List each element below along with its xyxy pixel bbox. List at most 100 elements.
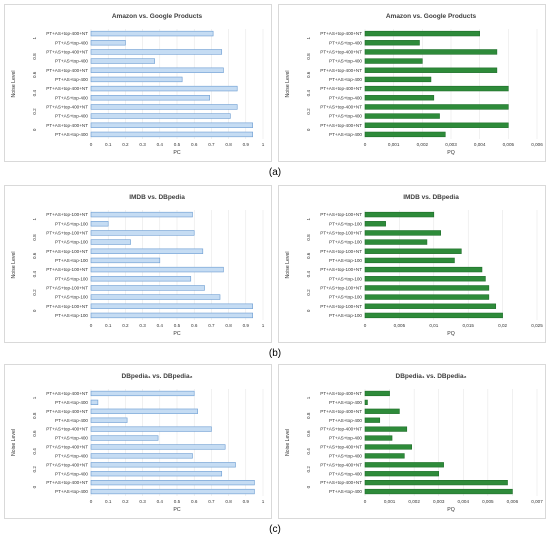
category-label: PT+AS+top-100+NT xyxy=(320,286,362,291)
category-label: PT+AS+top-100 xyxy=(329,240,362,245)
noise-level-label: 0.6 xyxy=(32,430,37,437)
category-label: PT+AS+top-100 xyxy=(55,276,88,281)
category-label: PT+AS+top-400+NT xyxy=(46,391,88,396)
y-axis-title: Noise Level xyxy=(11,70,17,97)
category-label: PT+AS+top-100 xyxy=(329,221,362,226)
bar xyxy=(364,312,503,319)
x-axis-title: PC xyxy=(173,507,180,513)
noise-level-label: 0.8 xyxy=(32,53,37,60)
chart-title: IMDB vs. DBpedia xyxy=(129,194,185,201)
noise-level-label: 0.2 xyxy=(32,108,37,115)
category-label: PT+AS+top-100+NT xyxy=(320,304,362,309)
bar xyxy=(90,471,223,477)
category-label: PT+AS+top-400 xyxy=(329,453,362,458)
noise-level-label: 0.4 xyxy=(32,90,37,97)
x-tick-label: 0,003 xyxy=(445,142,457,147)
bar xyxy=(364,488,513,495)
bar xyxy=(364,40,420,46)
bar xyxy=(364,276,486,282)
bar xyxy=(364,248,462,254)
bar xyxy=(90,211,193,218)
bar xyxy=(90,248,204,254)
category-label: PT+AS+top-400+NT xyxy=(320,427,362,432)
chart-title: IMDB vs. DBpedia xyxy=(403,194,459,201)
x-tick-label: 0,005 xyxy=(394,323,406,328)
category-label: PT+AS+top-100+NT xyxy=(46,304,88,309)
bar xyxy=(90,480,255,486)
x-tick-label: 0,002 xyxy=(408,499,420,504)
noise-level-label: 0 xyxy=(32,309,37,312)
x-tick-label: 1 xyxy=(262,499,265,504)
x-tick-label: 1 xyxy=(262,323,265,328)
category-label: PT+AS+top-400+NT xyxy=(320,391,362,396)
bar xyxy=(90,104,238,110)
category-label: PT+AS+top-400 xyxy=(329,436,362,441)
bar xyxy=(364,85,509,92)
x-tick-label: 1 xyxy=(262,142,265,147)
noise-level-label: 0.8 xyxy=(306,234,311,241)
category-label: PT+AS+top-400 xyxy=(329,95,362,100)
category-label: PT+AS+top-400+NT xyxy=(46,123,88,128)
x-axis-title: PQ xyxy=(447,331,455,337)
chart-title: DBpedia₁ vs. DBpedia₂ xyxy=(122,373,193,380)
category-label: PT+AS+top-400+NT xyxy=(320,50,362,55)
category-label: PT+AS+top-100+NT xyxy=(320,212,362,217)
x-tick-label: 0.5 xyxy=(174,323,181,328)
bar xyxy=(364,266,483,273)
x-tick-label: 0.1 xyxy=(105,499,112,504)
bar xyxy=(364,211,435,218)
noise-level-label: 0.8 xyxy=(306,53,311,60)
bar xyxy=(364,462,444,468)
y-axis-title: Noise Level xyxy=(285,429,291,456)
bar xyxy=(364,76,432,83)
bar xyxy=(90,67,224,73)
bar xyxy=(364,303,497,309)
x-tick-label: 0.3 xyxy=(139,499,146,504)
category-label: PT+AS+top-400 xyxy=(329,77,362,82)
bar xyxy=(90,390,195,397)
noise-level-label: 1 xyxy=(306,217,311,220)
x-tick-label: 0.1 xyxy=(105,323,112,328)
category-label: PT+AS+top-400 xyxy=(55,418,88,423)
category-label: PT+AS+top-100+NT xyxy=(320,267,362,272)
noise-level-label: 0.4 xyxy=(32,448,37,455)
category-label: PT+AS+top-400+NT xyxy=(46,409,88,414)
bar xyxy=(364,239,428,245)
bar xyxy=(90,40,126,46)
x-tick-label: 0.9 xyxy=(243,142,250,147)
chart-panel-a-pc: Amazon vs. Google Products 0 0.1 0.2 0.3 0.4 0… xyxy=(4,4,272,162)
chart-panel-c-pc: DBpedia₁ vs. DBpedia₂ 0 0.1 0.2 0.3 0.4 0.5 0.6… xyxy=(4,364,272,519)
bar xyxy=(90,435,159,441)
bar xyxy=(364,444,412,450)
bar xyxy=(364,104,509,110)
x-tick-label: 0.5 xyxy=(174,142,181,147)
category-label: PT+AS+top-400 xyxy=(55,489,88,494)
category-label: PT+AS+top-400 xyxy=(55,436,88,441)
noise-level-label: 1 xyxy=(306,396,311,399)
bar xyxy=(364,399,368,405)
noise-level-label: 0.4 xyxy=(306,271,311,278)
category-label: PT+AS+top-400+NT xyxy=(46,462,88,467)
category-label: PT+AS+top-400 xyxy=(55,95,88,100)
chart-panel-b-pc: IMDB vs. DBpedia 0 0.1 0.2 0.3 0.4 0.5 0.6 0.7 0.… xyxy=(4,185,272,343)
x-tick-label: 0,007 xyxy=(531,499,543,504)
noise-level-label: 0.8 xyxy=(32,234,37,241)
x-tick-label: 0,015 xyxy=(462,323,474,328)
bar xyxy=(364,30,480,37)
bar xyxy=(90,294,221,300)
noise-level-label: 0.6 xyxy=(32,252,37,259)
chart-svg: DBpedia₁ vs. DBpedia₂ 0 0,001 0,002 0,003 0,0… xyxy=(285,373,543,513)
x-tick-label: 0,001 xyxy=(388,142,400,147)
category-label: PT+AS+top-400 xyxy=(329,489,362,494)
category-label: PT+AS+top-400+NT xyxy=(320,86,362,91)
x-tick-label: 0.9 xyxy=(243,499,250,504)
category-label: PT+AS+top-400+NT xyxy=(320,462,362,467)
noise-level-label: 1 xyxy=(32,217,37,220)
noise-level-label: 0.4 xyxy=(306,448,311,455)
subfigure-label-b: (b) xyxy=(268,348,282,359)
x-tick-label: 0.6 xyxy=(191,499,198,504)
y-axis-title: Noise Level xyxy=(11,251,17,278)
x-tick-label: 0,003 xyxy=(433,499,445,504)
noise-level-label: 0.8 xyxy=(306,412,311,419)
category-label: PT+AS+top-400+NT xyxy=(46,50,88,55)
